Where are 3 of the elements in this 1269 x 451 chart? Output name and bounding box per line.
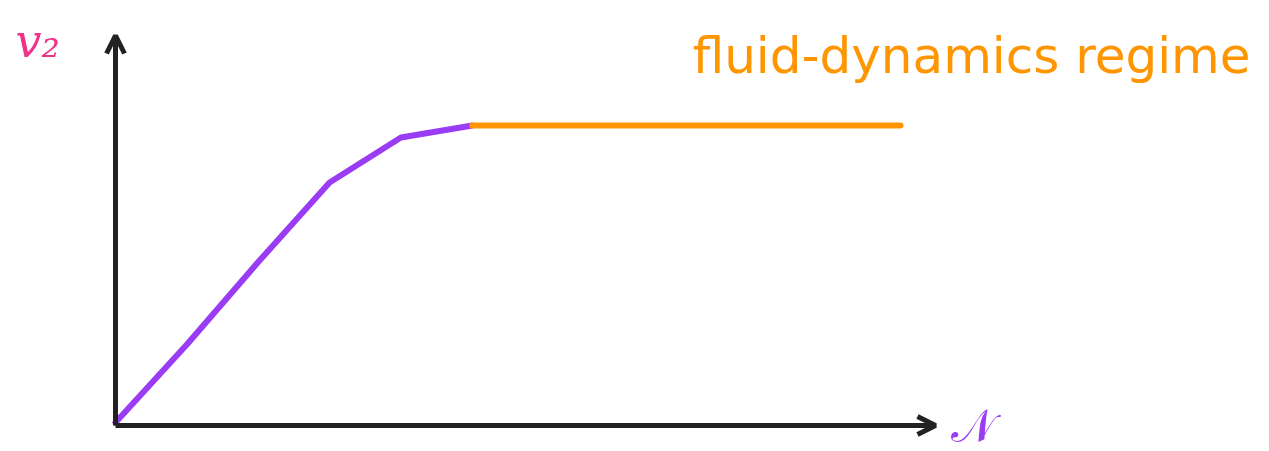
x-axis-title: 𝒩 — [950, 398, 1002, 451]
series-label: fluid-dynamics regime — [692, 26, 1251, 85]
y-axis-title: v₂ — [15, 13, 60, 68]
